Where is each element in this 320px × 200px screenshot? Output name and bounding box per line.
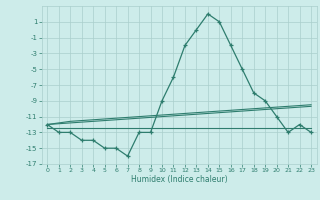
X-axis label: Humidex (Indice chaleur): Humidex (Indice chaleur) [131,175,228,184]
